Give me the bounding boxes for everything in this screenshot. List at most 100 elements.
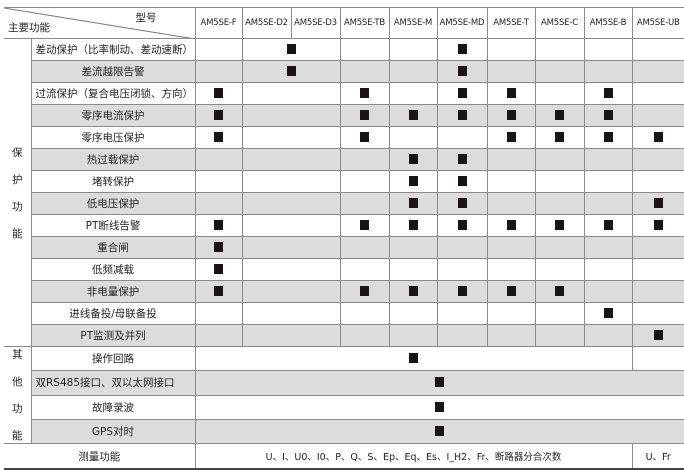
support-cell bbox=[436, 214, 488, 237]
check-mark-icon bbox=[408, 198, 418, 208]
support-cell bbox=[534, 280, 585, 303]
support-cell bbox=[339, 148, 390, 171]
model-header: AM5SE-TB bbox=[339, 7, 390, 39]
support-cell bbox=[486, 280, 536, 303]
check-mark-icon bbox=[457, 286, 467, 296]
support-cell bbox=[534, 170, 585, 193]
table-row: 故障录波 bbox=[4, 394, 684, 420]
check-mark-icon bbox=[555, 110, 564, 120]
support-cell bbox=[194, 236, 243, 259]
check-mark-icon bbox=[435, 425, 445, 436]
support-cell bbox=[241, 60, 341, 83]
support-cell bbox=[631, 148, 684, 171]
function-name: 低频减载 bbox=[30, 258, 196, 281]
check-mark-icon bbox=[603, 308, 613, 318]
measurement-values: U、I、U0、I0、P、Q、S、Ep、Eq、Es、I_H2、Fr、断路器分合次数 bbox=[194, 443, 633, 470]
support-cell bbox=[534, 192, 585, 215]
support-cell bbox=[486, 60, 536, 83]
check-mark-icon bbox=[457, 176, 467, 186]
check-mark-icon bbox=[408, 176, 418, 186]
check-mark-icon bbox=[653, 198, 663, 208]
support-cell bbox=[583, 214, 633, 237]
support-cell bbox=[436, 280, 488, 303]
check-mark-icon bbox=[603, 110, 613, 120]
support-cell bbox=[486, 38, 536, 61]
support-cell bbox=[534, 214, 585, 237]
support-cell bbox=[241, 38, 341, 61]
check-mark-icon bbox=[457, 66, 467, 76]
support-cell bbox=[241, 324, 341, 347]
support-cell bbox=[583, 324, 633, 347]
support-cell bbox=[339, 280, 390, 303]
support-cell bbox=[436, 38, 488, 61]
check-mark-icon bbox=[408, 220, 418, 230]
measurement-values-ub: U、Fr bbox=[631, 443, 684, 470]
function-name: PT断线告警 bbox=[30, 214, 196, 237]
measurement-row: 测量功能 U、I、U0、I0、P、Q、S、Ep、Eq、Es、I_H2、Fr、断路器… bbox=[4, 443, 684, 470]
support-cell bbox=[194, 302, 243, 325]
check-mark-icon bbox=[555, 132, 564, 142]
support-cell bbox=[534, 236, 585, 259]
table-row: 零序电压保护 bbox=[4, 126, 684, 149]
support-cell bbox=[486, 324, 536, 347]
support-cell bbox=[241, 192, 341, 215]
function-label: 主要功能 bbox=[8, 22, 50, 34]
support-cell bbox=[534, 82, 585, 105]
check-mark-icon bbox=[409, 353, 418, 364]
model-header: AM5SE-MD bbox=[436, 7, 488, 39]
check-mark-icon bbox=[214, 88, 223, 98]
check-mark-icon bbox=[457, 44, 467, 54]
check-mark-icon bbox=[457, 198, 467, 208]
function-name: 故障录波 bbox=[30, 394, 196, 420]
support-cell bbox=[436, 170, 488, 193]
support-cell bbox=[339, 258, 390, 281]
support-cell bbox=[436, 126, 488, 149]
support-cell bbox=[388, 192, 438, 215]
check-mark-icon bbox=[457, 154, 467, 164]
function-name: PT监测及并列 bbox=[30, 324, 196, 347]
support-cell bbox=[534, 126, 585, 149]
support-cell bbox=[194, 170, 243, 193]
support-cell bbox=[631, 170, 684, 193]
support-cell bbox=[583, 82, 633, 105]
model-header: AM5SE-F bbox=[194, 7, 243, 39]
support-cell bbox=[486, 302, 536, 325]
support-cell bbox=[388, 302, 438, 325]
header-row: 型号 主要功能 AM5SE-F AM5SE-D2 AM5SE-D3 AM5SE-… bbox=[4, 7, 684, 39]
check-mark-icon bbox=[506, 286, 516, 296]
support-cell bbox=[631, 345, 684, 372]
support-cell bbox=[194, 394, 684, 420]
table-row: 过流保护（复合电压闭锁、方向） bbox=[4, 82, 684, 105]
model-function-table: 型号 主要功能 AM5SE-F AM5SE-D2 AM5SE-D3 AM5SE-… bbox=[4, 7, 684, 470]
support-cell bbox=[339, 192, 390, 215]
table-row: 热过载保护 bbox=[4, 148, 684, 171]
support-cell bbox=[436, 104, 488, 127]
table-row: 其他功能操作回路 bbox=[4, 345, 684, 444]
support-cell bbox=[194, 38, 243, 61]
function-name: 操作回路 bbox=[30, 345, 196, 372]
support-cell bbox=[631, 236, 684, 259]
support-cell bbox=[486, 258, 536, 281]
support-cell bbox=[388, 126, 438, 149]
model-label: 型号 bbox=[135, 12, 157, 24]
group-label-char: 护 bbox=[12, 173, 23, 186]
support-cell bbox=[583, 258, 633, 281]
check-mark-icon bbox=[457, 220, 467, 230]
support-cell bbox=[339, 170, 390, 193]
support-cell bbox=[339, 104, 390, 127]
check-mark-icon bbox=[360, 286, 369, 296]
check-mark-icon bbox=[603, 220, 613, 230]
check-mark-icon bbox=[214, 110, 223, 120]
measurement-label: 测量功能 bbox=[4, 443, 196, 470]
table-row: 非电量保护 bbox=[4, 280, 684, 303]
support-cell bbox=[241, 302, 341, 325]
check-mark-icon bbox=[408, 110, 418, 120]
table-row: GPS对时 bbox=[4, 418, 684, 445]
support-cell bbox=[583, 60, 633, 83]
support-cell bbox=[194, 370, 684, 396]
table-row: 差流越限告警 bbox=[4, 60, 684, 83]
support-cell bbox=[486, 82, 536, 105]
support-cell bbox=[631, 214, 684, 237]
check-mark-icon bbox=[603, 88, 613, 98]
support-cell bbox=[631, 60, 684, 83]
